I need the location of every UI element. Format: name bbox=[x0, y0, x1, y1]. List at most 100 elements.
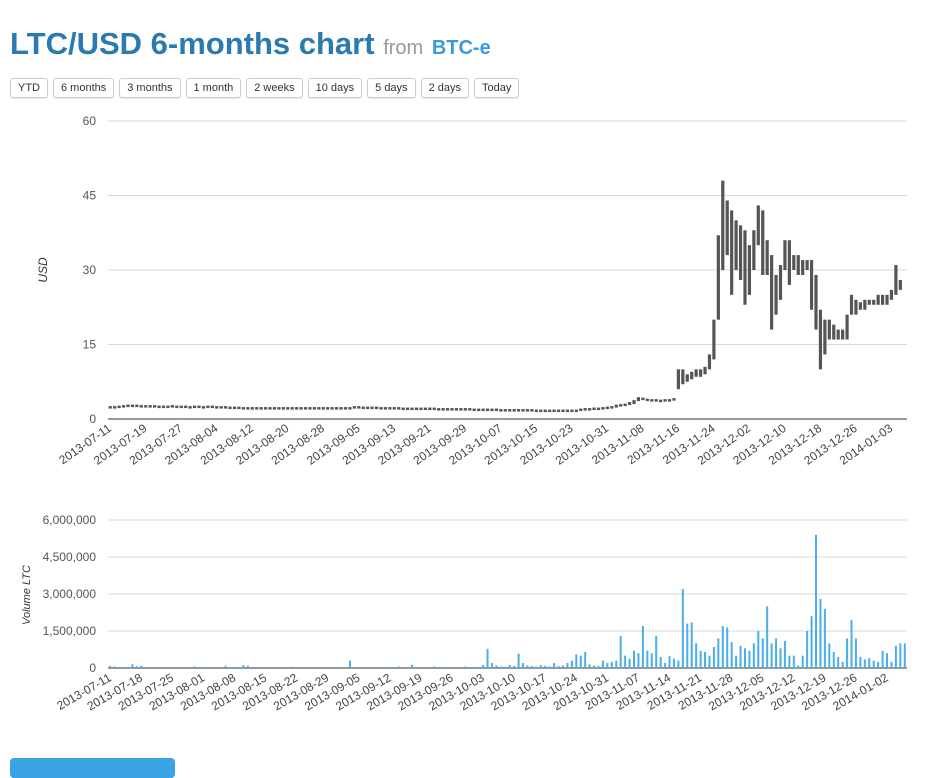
y-tick-label: 1,500,000 bbox=[43, 624, 97, 638]
candle bbox=[544, 410, 547, 413]
candle bbox=[877, 295, 880, 305]
candle bbox=[113, 406, 116, 409]
volume-bar bbox=[602, 661, 604, 668]
volume-bar bbox=[846, 638, 848, 668]
volume-bar bbox=[207, 667, 209, 668]
candle bbox=[162, 406, 165, 409]
candle bbox=[446, 408, 449, 411]
candle bbox=[699, 369, 702, 376]
candle bbox=[490, 409, 493, 412]
candle bbox=[646, 399, 649, 402]
volume-bar bbox=[487, 649, 489, 668]
volume-bar bbox=[620, 636, 622, 668]
candle bbox=[286, 407, 289, 410]
candle bbox=[717, 235, 720, 319]
candle bbox=[530, 409, 533, 412]
candle bbox=[868, 300, 871, 305]
volume-bar bbox=[127, 667, 129, 668]
volume-bar bbox=[353, 667, 355, 668]
candle bbox=[304, 407, 307, 410]
candle bbox=[335, 407, 338, 410]
volume-bar bbox=[700, 651, 702, 668]
candle bbox=[384, 407, 387, 410]
volume-bar bbox=[851, 620, 853, 668]
candle bbox=[410, 408, 413, 411]
candle bbox=[672, 398, 675, 401]
candle bbox=[774, 275, 777, 315]
candle bbox=[828, 320, 831, 340]
volume-bar bbox=[731, 642, 733, 668]
candle bbox=[601, 407, 604, 410]
y-axis-label: Volume LTC bbox=[21, 565, 33, 625]
volume-bar bbox=[806, 631, 808, 668]
candle bbox=[779, 265, 782, 300]
volume-bar bbox=[416, 667, 418, 668]
candle bbox=[521, 409, 524, 412]
candle bbox=[339, 407, 342, 410]
volume-bar bbox=[646, 651, 648, 668]
volume-bar bbox=[571, 661, 573, 668]
y-tick-label: 30 bbox=[83, 263, 97, 277]
candle bbox=[588, 408, 591, 411]
candle bbox=[215, 406, 218, 409]
candle bbox=[526, 409, 529, 412]
candle bbox=[317, 407, 320, 410]
volume-bar bbox=[522, 663, 524, 668]
candle bbox=[814, 275, 817, 330]
volume-bar bbox=[886, 653, 888, 668]
volume-bar bbox=[824, 609, 826, 668]
candle bbox=[899, 280, 902, 290]
volume-bar bbox=[833, 652, 835, 668]
y-tick-label: 0 bbox=[89, 412, 96, 426]
candle bbox=[619, 404, 622, 407]
volume-bar bbox=[593, 666, 595, 668]
volume-bar bbox=[282, 667, 284, 668]
candle bbox=[872, 300, 875, 305]
volume-bar bbox=[784, 641, 786, 668]
volume-bar bbox=[429, 667, 431, 668]
candle bbox=[761, 210, 764, 275]
candle bbox=[570, 410, 573, 413]
candle bbox=[610, 406, 613, 409]
volume-bar bbox=[575, 654, 577, 668]
volume-bar bbox=[544, 666, 546, 668]
y-tick-label: 0 bbox=[89, 661, 96, 675]
volume-bar bbox=[899, 643, 901, 668]
candle bbox=[433, 408, 436, 411]
volume-bar bbox=[682, 589, 684, 668]
y-tick-label: 60 bbox=[83, 114, 97, 128]
candle bbox=[189, 406, 192, 409]
candle bbox=[233, 407, 236, 410]
candle bbox=[228, 407, 231, 410]
candle bbox=[859, 302, 862, 309]
candle bbox=[295, 407, 298, 410]
candle bbox=[291, 407, 294, 410]
candle bbox=[348, 407, 351, 410]
volume-bar bbox=[686, 624, 688, 668]
candle bbox=[766, 240, 769, 275]
candle bbox=[468, 408, 471, 411]
candle bbox=[615, 405, 618, 408]
candle bbox=[450, 408, 453, 411]
volume-bar bbox=[611, 662, 613, 668]
candle bbox=[553, 410, 556, 413]
volume-bar bbox=[771, 643, 773, 668]
volume-bar bbox=[837, 657, 839, 668]
volume-bar bbox=[473, 667, 475, 668]
volume-bar bbox=[531, 666, 533, 668]
volume-bar bbox=[513, 666, 515, 668]
volume-bar bbox=[562, 666, 564, 668]
volume-bar bbox=[526, 666, 528, 668]
volume-bar bbox=[642, 626, 644, 668]
volume-bar bbox=[225, 666, 227, 668]
bottom-button[interactable] bbox=[10, 758, 175, 778]
candle bbox=[397, 407, 400, 410]
volume-bar bbox=[624, 656, 626, 668]
volume-bar bbox=[815, 535, 817, 668]
volume-bar bbox=[766, 606, 768, 668]
volume-bar bbox=[637, 653, 639, 668]
candle bbox=[535, 410, 538, 413]
volume-bar bbox=[198, 667, 200, 668]
volume-bar bbox=[606, 663, 608, 668]
